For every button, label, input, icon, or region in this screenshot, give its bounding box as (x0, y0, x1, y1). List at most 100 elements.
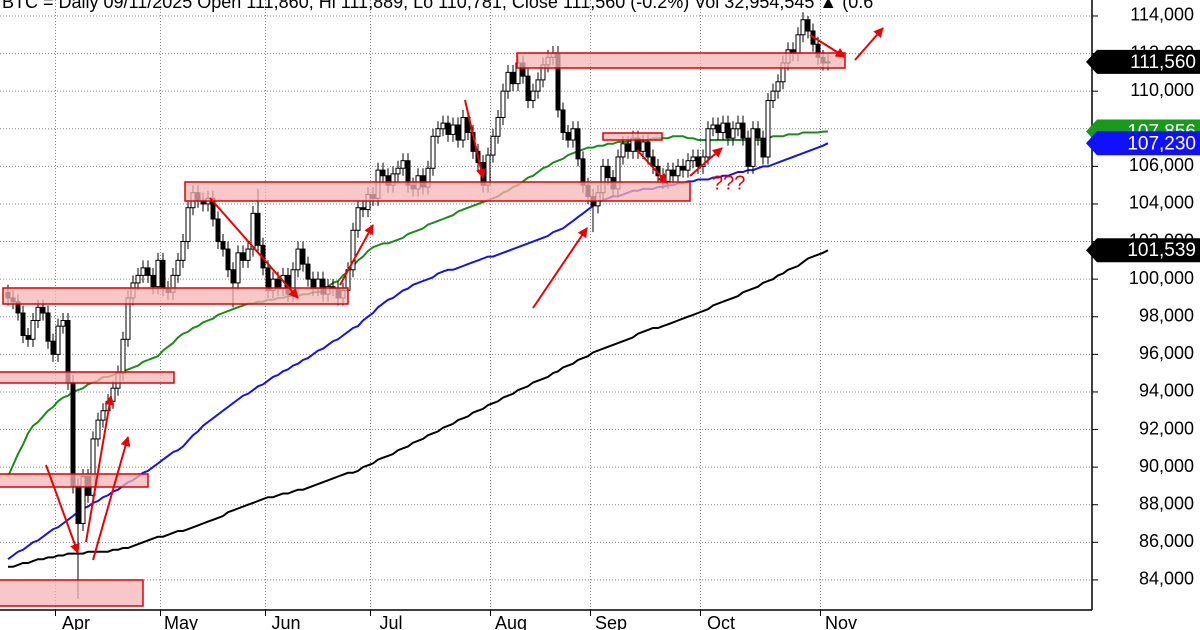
candle-body (680, 165, 686, 171)
candle-body (240, 252, 246, 261)
candle-body (255, 212, 261, 246)
candle-body (500, 90, 506, 118)
x-tick-label: May (164, 613, 198, 630)
candle-body (745, 137, 751, 167)
price-tag-label: 107,230 (1127, 133, 1196, 154)
candle-body (315, 278, 321, 290)
arrow (689, 147, 723, 177)
candle-body (305, 263, 311, 280)
candle-body (570, 128, 576, 141)
candle-body (705, 128, 711, 158)
zone (0, 473, 149, 488)
arrow (532, 227, 588, 309)
candle-body (275, 278, 281, 290)
candle-body (695, 156, 701, 167)
y-tick-label: 84,000 (1139, 569, 1194, 589)
candle-body (580, 158, 586, 186)
candle-body (50, 340, 56, 355)
zone (516, 52, 846, 69)
y-tick-label: 88,000 (1139, 493, 1194, 513)
candle-body (740, 122, 746, 139)
zone (0, 579, 144, 607)
candle-body (45, 312, 51, 342)
candle-body (135, 274, 141, 284)
candle-body (300, 248, 306, 265)
x-tick-label: Nov (825, 613, 857, 630)
candle-body (715, 124, 721, 134)
x-tick-label: Apr (62, 613, 90, 630)
y-tick-label: 94,000 (1139, 381, 1194, 401)
candle-body (505, 71, 511, 92)
candle-body (120, 338, 126, 374)
candle-body (215, 218, 221, 243)
candle-body (525, 75, 531, 102)
candle-body (750, 128, 756, 167)
candle-body (180, 241, 186, 261)
candle-body (310, 278, 316, 290)
x-tick-label: Jun (271, 613, 300, 630)
candle-body (95, 419, 101, 440)
candle-body (645, 141, 651, 158)
candle-body (150, 274, 156, 288)
candle-body (460, 116, 466, 141)
candle-body (625, 143, 631, 152)
axis-background (1093, 0, 1200, 630)
annotation: ??? (712, 172, 745, 194)
candle-body (725, 122, 731, 139)
candle-body (535, 79, 541, 92)
y-tick-label: 110,000 (1130, 80, 1194, 100)
candle-body (805, 19, 811, 32)
candle-body (440, 122, 446, 130)
zone (184, 181, 691, 202)
candle-body (25, 335, 31, 340)
candle-body (245, 248, 251, 261)
candle-body (730, 128, 736, 139)
moving-average-layer (7, 130, 829, 568)
candle-body (430, 135, 436, 169)
candle-body (380, 169, 386, 177)
candle-body (265, 267, 271, 291)
candle-body (155, 259, 161, 288)
candle-body (30, 320, 36, 340)
candle-body (560, 109, 566, 134)
candle-body (690, 156, 696, 162)
y-tick-label: 98,000 (1139, 305, 1194, 325)
candle-body (760, 137, 766, 158)
arrow (854, 27, 884, 61)
candle-body (675, 165, 681, 177)
arrow (636, 149, 668, 184)
candle-body (225, 248, 231, 271)
candle-body (55, 325, 61, 355)
candle-body (795, 34, 801, 55)
candle-body (510, 71, 516, 85)
moving-average-line (7, 130, 829, 477)
y-tick-label: 106,000 (1129, 155, 1194, 175)
candle-body (495, 116, 501, 137)
candle-body (640, 141, 646, 152)
y-tick-label: 100,000 (1129, 268, 1194, 288)
candle-body (175, 259, 181, 276)
candle-body (800, 19, 806, 36)
moving-average-line (7, 142, 829, 561)
candle-body (670, 169, 676, 177)
candle-body (490, 135, 496, 156)
candle-body (530, 90, 536, 102)
candle-body (450, 124, 456, 135)
arrow (809, 34, 846, 58)
candle-body (355, 207, 361, 231)
candle-body (710, 124, 716, 130)
price-tag-label: 111,560 (1130, 52, 1196, 73)
candle-body (765, 100, 771, 158)
candle-body (140, 267, 146, 276)
candle-body (775, 81, 781, 92)
candle-body (665, 169, 671, 182)
candle-body (185, 207, 191, 243)
x-tick-label: Sep (595, 613, 627, 630)
candle-body (455, 124, 461, 141)
candle-body (60, 320, 66, 327)
candle-body (575, 128, 581, 160)
candle-body (685, 160, 691, 171)
candle-body (770, 90, 776, 102)
